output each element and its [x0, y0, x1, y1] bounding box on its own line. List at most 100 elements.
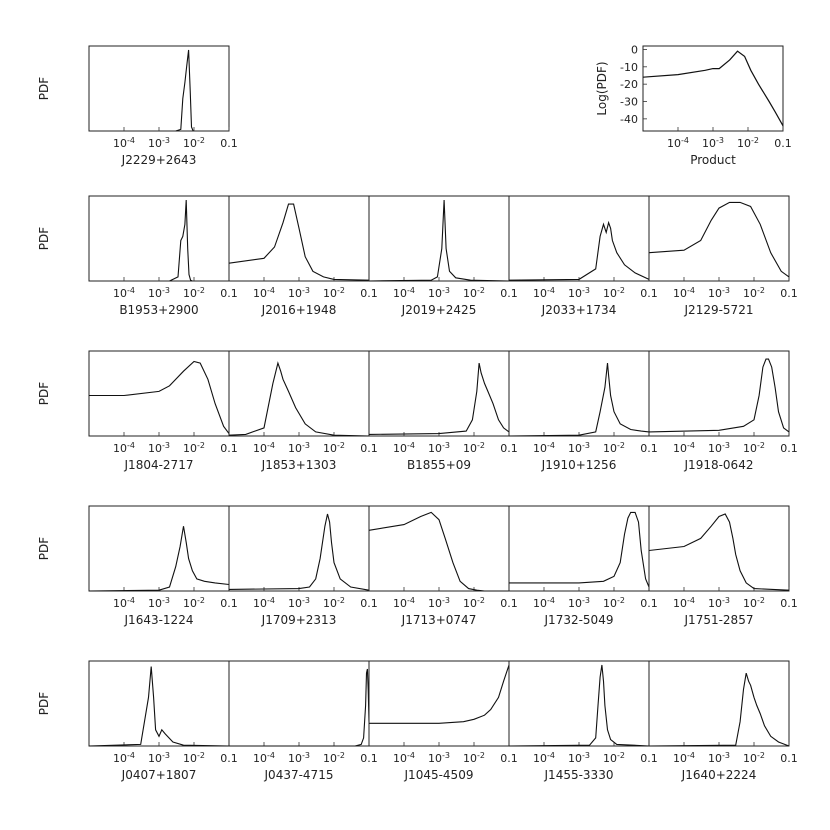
panel-0-xtick-label-3: 0.1 — [220, 137, 238, 150]
panel-11-xtick-label-2: 10-2 — [183, 596, 205, 610]
panel-6-xtick-label-0: 10-4 — [113, 441, 135, 455]
panel-4-xtick-label-2: 10-2 — [603, 286, 625, 300]
panel-J2229+2643: 10-4 10-3 10-2 0.1 J2229+2643 — [88, 45, 238, 167]
panel-14-xtick-label-1: 10-3 — [568, 596, 590, 610]
pdf-ylabel-0: PDF — [37, 77, 51, 100]
panel-17-xtick-label-1: 10-3 — [288, 751, 310, 765]
panel-name-label: J1751-2857 — [684, 613, 754, 627]
panel-name-label: J1045-4509 — [404, 768, 474, 782]
pdf-curve — [368, 511, 509, 592]
panel-7-xtick-label-3: 0.1 — [360, 442, 378, 455]
pdf-ylabel-3: PDF — [37, 537, 51, 560]
panel-name-label: J1732-5049 — [544, 613, 614, 627]
panel-17-xtick-label-2: 10-2 — [323, 751, 345, 765]
panel-J1045-4509: 10-4 10-3 10-2 0.1 J1045-4509 — [368, 660, 518, 782]
panel-6-xtick-label-2: 10-2 — [183, 441, 205, 455]
panel-J0407+1807: 10-4 10-3 10-2 0.1 J0407+1807 — [88, 660, 238, 782]
panel-name-label: J2229+2643 — [121, 153, 197, 167]
panel-16-xtick-label-3: 0.1 — [220, 752, 238, 765]
panel-frame — [88, 195, 230, 282]
panel-12-xtick-label-2: 10-2 — [323, 596, 345, 610]
panel-name-label: B1953+2900 — [119, 303, 198, 317]
panel-frame — [642, 45, 784, 132]
panel-5-xtick-label-3: 0.1 — [780, 287, 798, 300]
panel-12-xtick-label-0: 10-4 — [253, 596, 275, 610]
panel-frame — [88, 45, 230, 132]
panel-7-xtick-label-0: 10-4 — [253, 441, 275, 455]
panel-J1853+1303: 10-4 10-3 10-2 0.1 J1853+1303 — [228, 350, 378, 472]
panel-16-xtick-label-1: 10-3 — [148, 751, 170, 765]
panel-name-label: J0437-4715 — [264, 768, 334, 782]
panel-16-xtick-label-0: 10-4 — [113, 751, 135, 765]
panel-9-xtick-label-1: 10-3 — [568, 441, 590, 455]
panel-12-xtick-label-1: 10-3 — [288, 596, 310, 610]
pdf-curve — [229, 668, 370, 747]
panel-name-label: J1713+0747 — [401, 613, 477, 627]
product-ylabel: Log(PDF) — [595, 61, 609, 115]
panel-name-label: J1804-2717 — [124, 458, 194, 472]
panel-name-label: J2129-5721 — [684, 303, 754, 317]
pdf-curve — [228, 513, 370, 591]
pdf-ylabel-4: PDF — [37, 692, 51, 715]
panel-product: 10-4 10-3 10-2 0.1 0 -10 -20 -30 -40 Log(PDF) Prod… — [595, 43, 792, 167]
pdf-curve — [508, 664, 650, 747]
pdf-curve — [175, 49, 194, 132]
pdf-curve — [648, 672, 790, 747]
panel-1-xtick-label-0: 10-4 — [113, 286, 135, 300]
panel-4-xtick-label-0: 10-4 — [533, 286, 555, 300]
panel-name-label: J1918-0642 — [684, 458, 754, 472]
panel-20-xtick-label-0: 10-4 — [673, 751, 695, 765]
panel-frame — [648, 350, 790, 437]
panel-frame — [368, 505, 510, 592]
panel-name-label: J2019+2425 — [401, 303, 477, 317]
panel-8-xtick-label-1: 10-3 — [428, 441, 450, 455]
panel-19-xtick-label-1: 10-3 — [568, 751, 590, 765]
panel-J1640+2224: 10-4 10-3 10-2 0.1 J1640+2224 — [648, 660, 798, 782]
panel-J2016+1948: 10-4 10-3 10-2 0.1 J2016+1948 — [228, 195, 378, 317]
panel-1-xtick-label-3: 0.1 — [220, 287, 238, 300]
panel-18-xtick-label-1: 10-3 — [428, 751, 450, 765]
panel-19-xtick-label-2: 10-2 — [603, 751, 625, 765]
panel-frame — [508, 350, 650, 437]
panel-J1709+2313: 10-4 10-3 10-2 0.1 J1709+2313 — [228, 505, 378, 627]
panel-13-xtick-label-3: 0.1 — [500, 597, 518, 610]
panel-J2019+2425: 10-4 10-3 10-2 0.1 J2019+2425 — [368, 195, 518, 317]
product-xtick-label-1: 10-3 — [702, 136, 724, 150]
panel-12-xtick-label-3: 0.1 — [360, 597, 378, 610]
product-ytick-label-0: 0 — [631, 43, 638, 56]
panel-name-label: J1640+2224 — [681, 768, 757, 782]
panel-frame — [368, 350, 510, 437]
panel-10-xtick-label-2: 10-2 — [743, 441, 765, 455]
pdf-curve — [228, 203, 370, 281]
panel-13-xtick-label-1: 10-3 — [428, 596, 450, 610]
panel-18-xtick-label-2: 10-2 — [463, 751, 485, 765]
product-ytick-label-4: -40 — [620, 113, 638, 126]
panel-frame — [88, 350, 230, 437]
panel-frame — [228, 195, 370, 282]
panel-9-xtick-label-0: 10-4 — [533, 441, 555, 455]
panel-8-xtick-label-2: 10-2 — [463, 441, 485, 455]
panel-6-xtick-label-1: 10-3 — [148, 441, 170, 455]
panel-J2033+1734: 10-4 10-3 10-2 0.1 J2033+1734 — [508, 195, 658, 317]
panel-0-xtick-label-1: 10-3 — [148, 136, 170, 150]
panel-9-xtick-label-2: 10-2 — [603, 441, 625, 455]
panel-frame — [228, 350, 370, 437]
panel-3-xtick-label-2: 10-2 — [463, 286, 485, 300]
panel-16-xtick-label-2: 10-2 — [183, 751, 205, 765]
panel-11-xtick-label-0: 10-4 — [113, 596, 135, 610]
product-curve — [642, 50, 784, 127]
panel-J1455-3330: 10-4 10-3 10-2 0.1 J1455-3330 — [508, 660, 658, 782]
pdf-curve — [648, 358, 790, 433]
panel-name-label: J1910+1256 — [541, 458, 617, 472]
product-name-label: Product — [690, 153, 736, 167]
product-ytick-label-1: -10 — [620, 61, 638, 74]
panel-13-xtick-label-2: 10-2 — [463, 596, 485, 610]
panel-name-label: J1455-3330 — [544, 768, 614, 782]
product-xtick-label-3: 0.1 — [774, 137, 792, 150]
panel-2-xtick-label-3: 0.1 — [360, 287, 378, 300]
panel-14-xtick-label-2: 10-2 — [603, 596, 625, 610]
panel-3-xtick-label-3: 0.1 — [500, 287, 518, 300]
panel-J1751-2857: 10-4 10-3 10-2 0.1 J1751-2857 — [648, 505, 798, 627]
panel-10-xtick-label-3: 0.1 — [780, 442, 798, 455]
panel-frame — [88, 660, 230, 747]
